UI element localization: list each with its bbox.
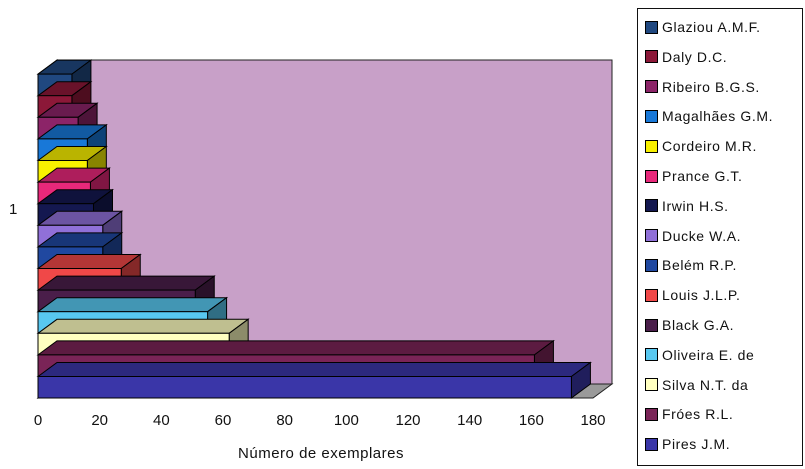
x-tick-label: 180 — [580, 412, 605, 429]
legend-label: Oliveira E. de — [662, 346, 755, 363]
x-tick-labels: 0 20 40 60 80 100 120 140 160 180 — [34, 412, 606, 429]
legend-swatch — [645, 169, 658, 183]
legend-label: Daly D.C. — [662, 48, 728, 65]
legend-item: Glaziou A.M.F. — [645, 17, 761, 37]
legend-label: Louis J.L.P. — [662, 287, 741, 304]
x-tick-label: 60 — [215, 412, 232, 429]
x-tick-label: 20 — [91, 412, 108, 429]
x-tick-label: 120 — [395, 412, 420, 429]
bar-pires-j-m- — [36, 361, 592, 399]
legend-item: Silva N.T. da — [645, 375, 748, 395]
legend-label: Silva N.T. da — [662, 376, 749, 393]
legend-label: Belém R.P. — [662, 257, 737, 274]
bars-group — [36, 59, 592, 399]
x-tick-label: 80 — [276, 412, 293, 429]
legend-label: Fróes R.L. — [662, 406, 734, 423]
legend-item: Louis J.L.P. — [645, 285, 741, 305]
legend-item: Cordeiro M.R. — [645, 136, 757, 156]
legend-swatch — [645, 378, 658, 392]
legend-item: Ribeiro B.G.S. — [645, 77, 760, 97]
legend-item: Ducke W.A. — [645, 226, 741, 246]
legend-label: Pires J.M. — [662, 436, 731, 453]
legend-swatch — [645, 348, 658, 362]
legend-swatch — [645, 229, 658, 243]
legend-swatch — [645, 258, 658, 272]
legend-label: Irwin H.S. — [662, 197, 729, 214]
x-tick-label: 40 — [153, 412, 170, 429]
legend-item: Prance G.T. — [645, 166, 743, 186]
legend-swatch — [645, 80, 658, 94]
legend-swatch — [645, 318, 658, 332]
legend-swatch — [645, 288, 658, 302]
bar-chart: 0 20 40 60 80 100 120 140 160 180 1 Número de exe… — [9, 59, 614, 462]
legend-item: Fróes R.L. — [645, 404, 733, 424]
legend-item: Black G.A. — [645, 315, 734, 335]
legend-item: Belém R.P. — [645, 255, 737, 275]
legend-swatch — [645, 199, 658, 213]
category-label: 1 — [9, 201, 17, 218]
legend-swatch — [645, 109, 658, 123]
legend-label: Ducke W.A. — [662, 227, 742, 244]
legend-swatch — [645, 139, 658, 153]
x-tick-label: 140 — [457, 412, 482, 429]
legend-label: Ribeiro B.G.S. — [662, 78, 760, 95]
legend-item: Pires J.M. — [645, 434, 730, 454]
legend-item: Oliveira E. de — [645, 345, 754, 365]
legend: Glaziou A.M.F. Daly D.C. Ribeiro B.G.S. Mag… — [637, 8, 803, 466]
legend-label: Cordeiro M.R. — [662, 138, 757, 155]
legend-label: Prance G.T. — [662, 168, 743, 184]
x-axis-title: Número de exemplares — [238, 445, 404, 462]
legend-label: Magalhães G.M. — [662, 108, 774, 125]
legend-swatch — [645, 407, 658, 421]
x-tick-label: 0 — [34, 412, 42, 429]
legend-label: Black G.A. — [662, 317, 735, 333]
legend-swatch — [645, 50, 658, 64]
legend-item: Daly D.C. — [645, 47, 727, 67]
legend-swatch — [645, 437, 658, 451]
legend-item: Irwin H.S. — [645, 196, 729, 216]
x-tick-label: 100 — [334, 412, 359, 429]
legend-swatch — [645, 20, 658, 34]
x-tick-label: 160 — [519, 412, 544, 429]
legend-item: Magalhães G.M. — [645, 106, 773, 126]
legend-label: Glaziou A.M.F. — [662, 19, 761, 35]
